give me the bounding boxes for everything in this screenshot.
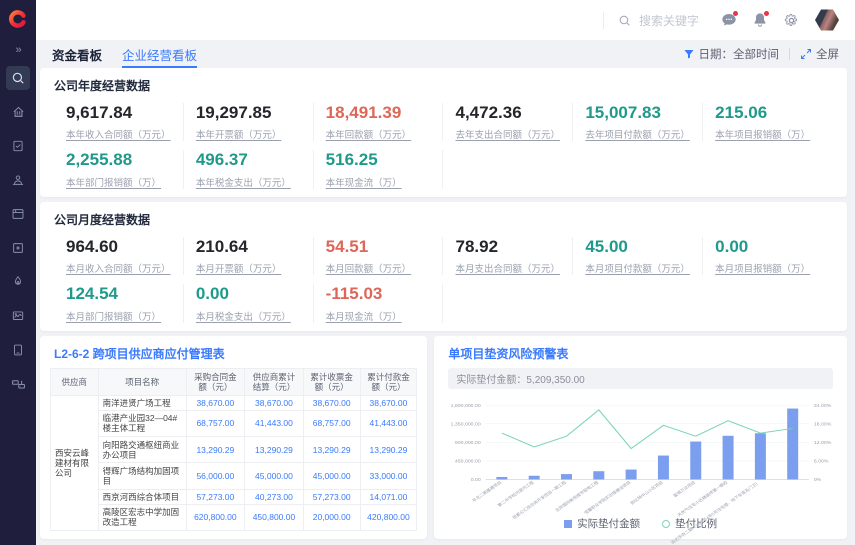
svg-text:24.00%: 24.00% bbox=[814, 403, 832, 408]
svg-text:天然气住宅小区精装修第一期段: 天然气住宅小区精装修第一期段 bbox=[676, 478, 730, 517]
svg-text:1,350,000.00: 1,350,000.00 bbox=[451, 421, 481, 426]
svg-text:0%: 0% bbox=[814, 477, 822, 482]
svg-text:1,800,000.00: 1,800,000.00 bbox=[451, 403, 481, 408]
svg-text:450,000.00: 450,000.00 bbox=[455, 459, 481, 464]
svg-text:韵比特中山小区项目: 韵比特中山小区项目 bbox=[629, 479, 665, 506]
svg-text:平北二期基建项目: 平北二期基建项目 bbox=[471, 479, 504, 503]
svg-text:18.00%: 18.00% bbox=[814, 421, 832, 426]
svg-text:12.00%: 12.00% bbox=[814, 440, 832, 445]
svg-text:900,000.00: 900,000.00 bbox=[455, 440, 481, 445]
svg-text:0.00: 0.00 bbox=[471, 477, 481, 482]
svg-text:富城万达项目: 富城万达项目 bbox=[672, 479, 698, 498]
svg-text:6.00%: 6.00% bbox=[814, 459, 829, 464]
